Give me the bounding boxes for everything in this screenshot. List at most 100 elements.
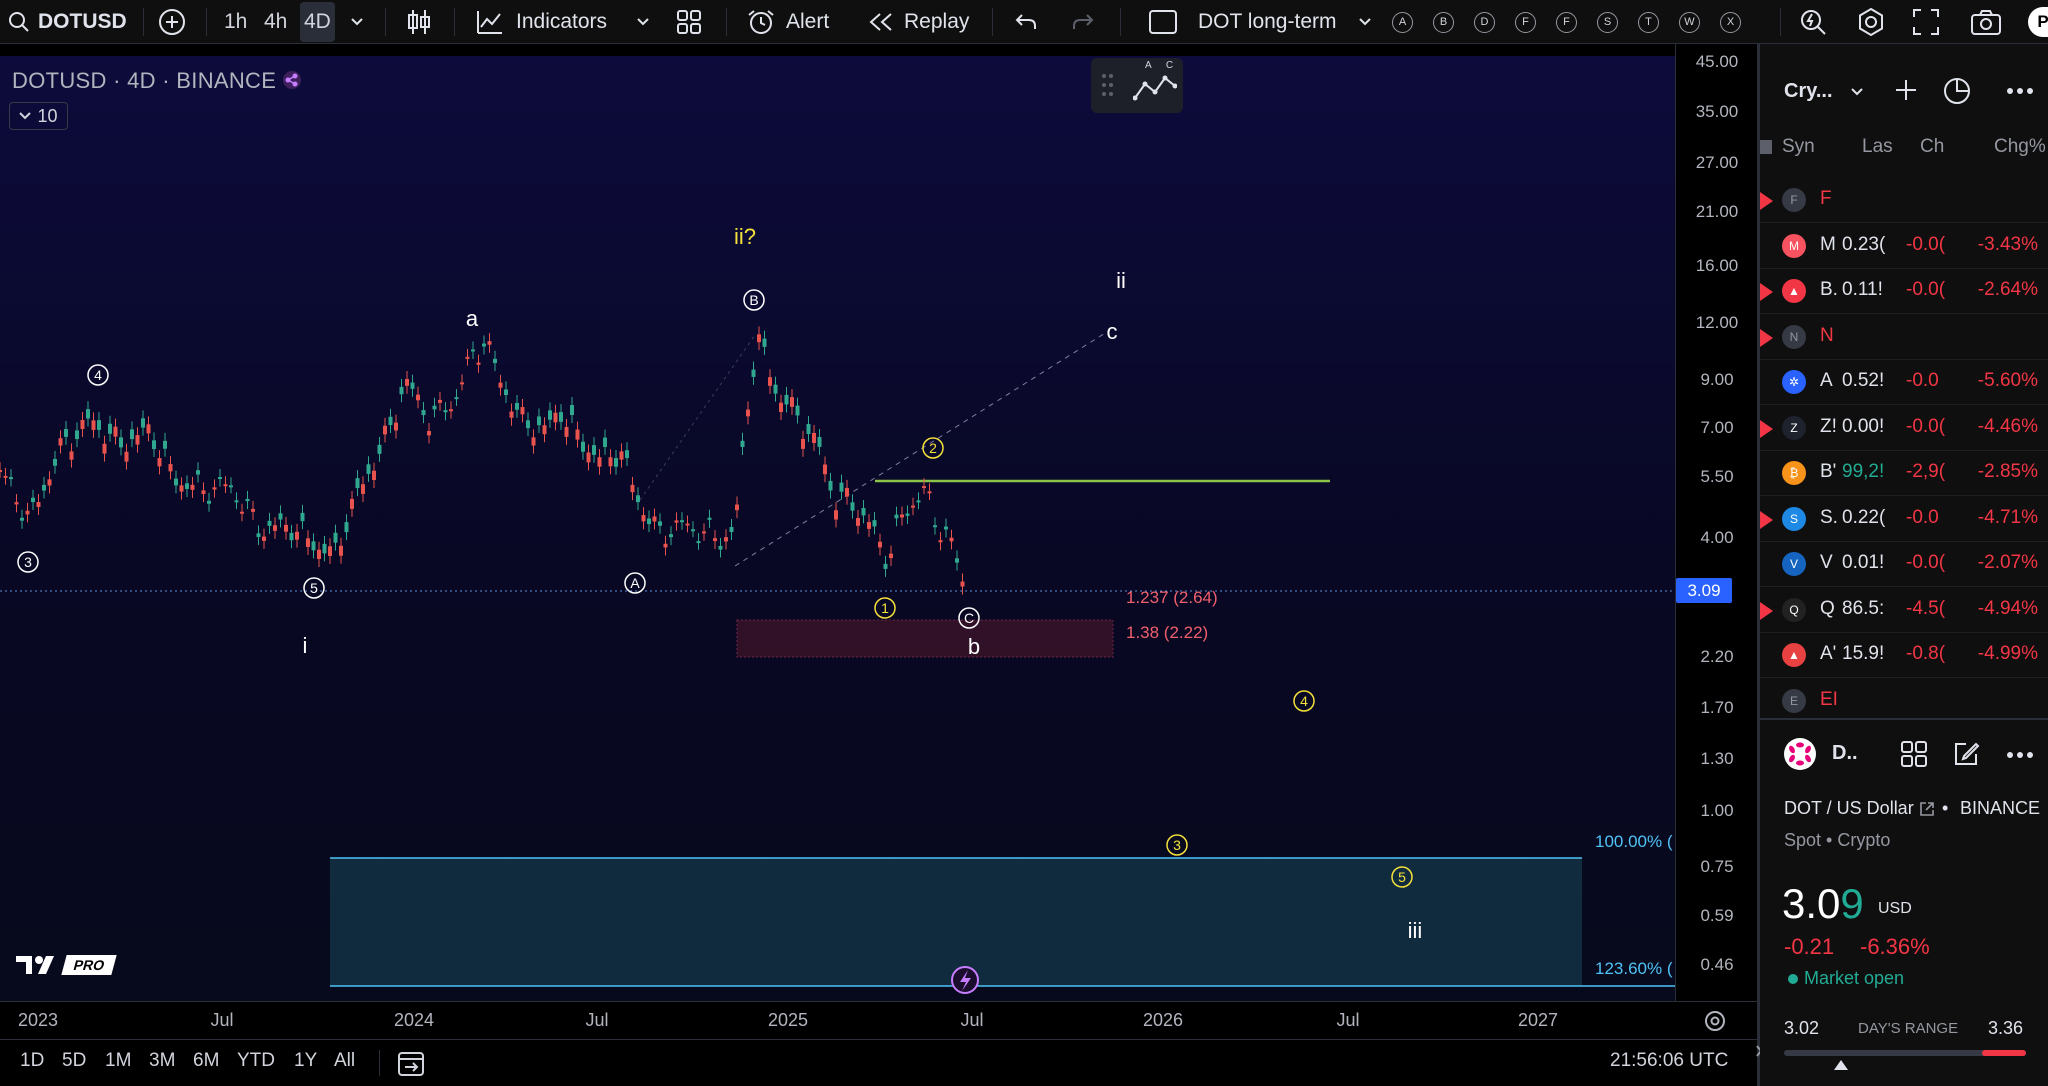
timeframe-4h[interactable]: 4h: [264, 10, 288, 33]
share-icon[interactable]: [282, 70, 302, 90]
chevron-down-icon[interactable]: [1850, 87, 1864, 97]
row-last: 0.01!: [1842, 552, 1885, 573]
watchlist-title[interactable]: Cry...: [1784, 80, 1833, 102]
section-label: F: [1820, 188, 1832, 209]
more-icon[interactable]: [2006, 751, 2034, 759]
watchlist-row[interactable]: M M 0.23(-0.0(-3.43%: [1760, 224, 2048, 269]
timeframe-4d[interactable]: 4D: [300, 2, 335, 42]
timeframe-dropdown[interactable]: [350, 0, 364, 44]
candle-body: [31, 497, 35, 503]
watchlist-row[interactable]: V V 0.01! -0.0(-2.07%: [1760, 542, 2048, 587]
watchlist-row[interactable]: ▲ A' 15.9! -0.8(-4.99%: [1760, 633, 2048, 678]
col-chg-pct[interactable]: Chg%: [1994, 136, 2046, 157]
more-icon[interactable]: [2006, 87, 2034, 95]
watchlist-row[interactable]: ₿ B' 99,2! -2,9(-2.85%: [1760, 451, 2048, 496]
range-3m[interactable]: 3M: [149, 1050, 176, 1071]
date-range-icon[interactable]: [396, 1048, 426, 1078]
layout-dropdown[interactable]: [1358, 0, 1372, 44]
candle-body: [267, 520, 272, 526]
quick-button-d[interactable]: D: [1474, 11, 1495, 33]
chart-type-button[interactable]: [406, 0, 432, 44]
target-zone[interactable]: [736, 619, 1114, 658]
templates-button[interactable]: [676, 0, 702, 44]
timeframe-1h[interactable]: 1h: [224, 10, 248, 33]
col-chg[interactable]: Ch: [1920, 136, 1945, 157]
redo-button[interactable]: [1071, 0, 1095, 44]
details-symbol[interactable]: D..: [1832, 742, 1858, 764]
fullscreen-button[interactable]: [1912, 0, 1940, 44]
replay-button[interactable]: Replay: [868, 0, 969, 44]
candle-body: [460, 382, 464, 385]
grid-icon[interactable]: [1900, 740, 1928, 768]
quick-button-a[interactable]: A: [1392, 11, 1413, 33]
pie-chart-icon[interactable]: [1942, 76, 1972, 106]
layout-button[interactable]: DOT long-term: [1148, 0, 1336, 44]
drawing-tool-widget[interactable]: A C: [1091, 58, 1183, 113]
volume-value: 10: [37, 105, 58, 126]
candle-body: [542, 425, 547, 435]
candle-body: [630, 484, 635, 493]
col-last[interactable]: Las: [1862, 136, 1893, 157]
candle-body: [333, 532, 338, 543]
settings-button[interactable]: [1856, 0, 1886, 44]
candle-body: [861, 508, 866, 516]
undo-button[interactable]: [1014, 0, 1038, 44]
quick-search-button[interactable]: [1798, 0, 1828, 44]
candle-body: [465, 356, 470, 359]
axis-settings-icon[interactable]: [1703, 1009, 1727, 1033]
snapshot-button[interactable]: [1970, 0, 2002, 44]
watchlist-section[interactable]: E EI: [1760, 679, 2048, 724]
quick-button-f[interactable]: F: [1515, 11, 1536, 33]
quick-button-w[interactable]: W: [1679, 11, 1700, 33]
quick-button-s[interactable]: S: [1597, 11, 1618, 33]
candle-body: [306, 538, 310, 547]
watchlist-row[interactable]: Q Q 86.5: -4.5(-4.94%: [1760, 588, 2048, 633]
add-symbol-icon[interactable]: [1894, 78, 1918, 102]
candle-body: [196, 470, 200, 475]
time-axis[interactable]: 2023 Jul 2024 Jul 2025 Jul 2026 Jul 2027: [0, 1001, 1757, 1039]
candle-body: [570, 405, 574, 416]
candle-body: [355, 478, 360, 489]
range-all[interactable]: All: [334, 1050, 356, 1071]
col-symbol[interactable]: Syn: [1782, 136, 1815, 157]
watchlist-row[interactable]: S S. 0.22(-0.0 -4.71%: [1760, 497, 2048, 542]
row-symbol: B': [1820, 461, 1837, 482]
price-scale[interactable]: 45.00 35.00 27.00 21.00 16.00 12.00 9.00 7.00 5.…: [1675, 44, 1757, 1001]
symbol-search[interactable]: DOTUSD: [8, 0, 127, 44]
watchlist-row[interactable]: Z Z! 0.00! -0.0(-4.46%: [1760, 406, 2048, 451]
indicators-dropdown[interactable]: [636, 0, 650, 44]
details-type: Spot • Crypto: [1784, 830, 1891, 850]
wave-count-circle: [1293, 690, 1315, 712]
watchlist-row[interactable]: ✲ A 0.52! -0.0 -5.60%: [1760, 360, 2048, 405]
fib-zone[interactable]: [330, 858, 1582, 986]
range-5d[interactable]: 5D: [62, 1050, 87, 1071]
range-ytd[interactable]: YTD: [237, 1050, 275, 1071]
quick-button-t[interactable]: T: [1638, 11, 1659, 33]
symbol-logo-icon: V: [1782, 552, 1806, 576]
watchlist-row[interactable]: ▲ B. 0.11! -0.0(-2.64%: [1760, 269, 2048, 314]
add-compare-button[interactable]: [158, 0, 186, 44]
quick-button-x[interactable]: X: [1720, 11, 1741, 33]
quick-button-b[interactable]: B: [1433, 11, 1454, 33]
candle-body: [812, 432, 816, 443]
candle-body: [729, 527, 734, 532]
indicators-button[interactable]: Indicators: [476, 0, 607, 44]
range-1y[interactable]: 1Y: [294, 1050, 318, 1071]
alert-button[interactable]: Alert: [746, 0, 829, 44]
external-link-icon[interactable]: [1918, 800, 1936, 818]
drag-handle-icon[interactable]: [1101, 72, 1115, 98]
candle-body: [647, 518, 651, 525]
range-1m[interactable]: 1M: [105, 1050, 132, 1071]
volume-toggle[interactable]: 10: [9, 102, 68, 130]
chart-pane[interactable]: ii? ii a c b i iii 4 3 5 A B C 1 2 4 3 5 1.237 (2.64) 1.38 …: [0, 56, 1675, 1001]
range-6m[interactable]: 6M: [193, 1050, 220, 1071]
details-exchange: BINANCE: [1960, 798, 2041, 818]
publish-button[interactable]: P: [2028, 0, 2048, 44]
range-1d[interactable]: 1D: [20, 1050, 45, 1071]
quick-button-f2[interactable]: F: [1556, 11, 1577, 33]
symbol-name: DOTUSD: [38, 10, 127, 33]
edit-icon[interactable]: [1952, 740, 1980, 768]
